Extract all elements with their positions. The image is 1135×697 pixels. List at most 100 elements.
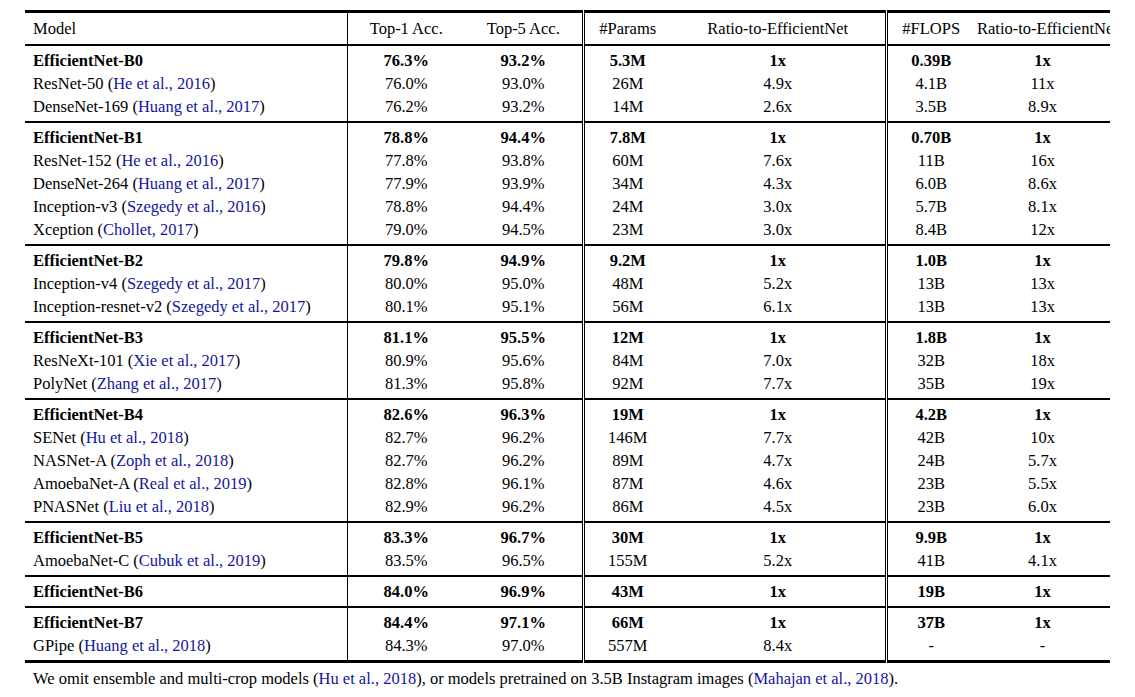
model-name-text: GPipe ( <box>33 636 84 655</box>
params-ratio-cell: 1x <box>671 522 886 549</box>
table-row: Inception-resnet-v2 (Szegedy et al., 201… <box>25 295 1110 322</box>
citation-link[interactable]: Mahajan et al., 2018 <box>753 669 888 688</box>
params-ratio-cell: 1x <box>671 122 886 149</box>
params-cell: 66M <box>583 607 671 634</box>
model-cell: ResNet-50 (He et al., 2016) <box>25 72 347 95</box>
citation-link[interactable]: Szegedy et al., 2017 <box>172 297 305 316</box>
model-cell: PolyNet (Zhang et al., 2017) <box>25 372 347 399</box>
model-cell: ResNet-152 (He et al., 2016) <box>25 149 347 172</box>
model-cell: EfficientNet-B2 <box>25 245 347 272</box>
params-cell: 60M <box>583 149 671 172</box>
citation-link[interactable]: Huang et al., 2017 <box>138 174 259 193</box>
model-name-text: ) <box>259 97 265 116</box>
citation-link[interactable]: Zhang et al., 2017 <box>97 374 217 393</box>
model-cell: Inception-resnet-v2 (Szegedy et al., 201… <box>25 295 347 322</box>
model-cell: PNASNet (Liu et al., 2018) <box>25 495 347 522</box>
model-name-text: Xception ( <box>33 220 103 239</box>
table-row: GPipe (Huang et al., 2018)84.3%97.0%557M… <box>25 634 1110 662</box>
model-name-text: PNASNet ( <box>33 497 109 516</box>
params-ratio-cell: 1x <box>671 322 886 349</box>
top1-acc-cell: 82.8% <box>347 472 465 495</box>
top1-acc-cell: 80.0% <box>347 272 465 295</box>
top1-acc-cell: 84.4% <box>347 607 465 634</box>
model-name-text: ) <box>205 636 211 655</box>
model-name-text: ) <box>228 451 234 470</box>
top5-acc-cell: 96.1% <box>465 472 583 495</box>
top5-acc-cell: 93.2% <box>465 95 583 122</box>
flops-cell: 41B <box>886 549 975 576</box>
table-row: EfficientNet-B784.4%97.1%66M1x37B1x <box>25 607 1110 634</box>
model-name-text: ) <box>183 428 189 447</box>
flops-cell: 37B <box>886 607 975 634</box>
top1-acc-cell: 81.1% <box>347 322 465 349</box>
table-row: PolyNet (Zhang et al., 2017)81.3%95.8%92… <box>25 372 1110 399</box>
citation-link[interactable]: Chollet, 2017 <box>103 220 193 239</box>
citation-link[interactable]: He et al., 2016 <box>121 151 218 170</box>
citation-link[interactable]: Huang et al., 2017 <box>138 97 259 116</box>
table-row: EfficientNet-B178.8%94.4%7.8M1x0.70B1x <box>25 122 1110 149</box>
flops-cell: 0.39B <box>886 45 975 72</box>
model-name-text: DenseNet-264 ( <box>33 174 138 193</box>
citation-link[interactable]: Cubuk et al., 2019 <box>139 551 260 570</box>
model-name-text: ResNet-152 ( <box>33 151 121 170</box>
flops-ratio-cell: 16x <box>975 149 1110 172</box>
model-cell: EfficientNet-B7 <box>25 607 347 634</box>
top1-acc-cell: 83.5% <box>347 549 465 576</box>
params-ratio-cell: 4.9x <box>671 72 886 95</box>
table-row: PNASNet (Liu et al., 2018)82.9%96.2%86M4… <box>25 495 1110 522</box>
model-name-text: ) <box>218 151 224 170</box>
flops-ratio-cell: 4.1x <box>975 549 1110 576</box>
model-name-text: PolyNet ( <box>33 374 97 393</box>
params-cell: 23M <box>583 218 671 245</box>
citation-link[interactable]: Hu et al., 2018 <box>86 428 184 447</box>
flops-cell: - <box>886 634 975 662</box>
model-name-text: ResNet-50 ( <box>33 74 113 93</box>
model-cell: EfficientNet-B4 <box>25 399 347 426</box>
params-ratio-cell: 7.0x <box>671 349 886 372</box>
citation-link[interactable]: Zoph et al., 2018 <box>116 451 228 470</box>
flops-cell: 42B <box>886 426 975 449</box>
header-row: Model Top-1 Acc. Top-5 Acc. #Params Rati… <box>25 12 1110 46</box>
top5-acc-cell: 95.6% <box>465 349 583 372</box>
params-cell: 92M <box>583 372 671 399</box>
citation-link[interactable]: Szegedy et al., 2016 <box>127 197 260 216</box>
model-name-text: ) <box>305 297 311 316</box>
flops-ratio-cell: 5.5x <box>975 472 1110 495</box>
params-ratio-cell: 8.4x <box>671 634 886 662</box>
model-name-text: ) <box>209 497 215 516</box>
citation-link[interactable]: Xie et al., 2017 <box>133 351 234 370</box>
top1-acc-cell: 77.8% <box>347 149 465 172</box>
flops-ratio-cell: - <box>975 634 1110 662</box>
params-cell: 557M <box>583 634 671 662</box>
citation-link[interactable]: Szegedy et al., 2017 <box>127 274 260 293</box>
top5-acc-cell: 96.7% <box>465 522 583 549</box>
flops-cell: 32B <box>886 349 975 372</box>
flops-ratio-cell: 5.7x <box>975 449 1110 472</box>
model-name-text: ResNeXt-101 ( <box>33 351 133 370</box>
model-name-text: ) <box>210 74 216 93</box>
flops-cell: 23B <box>886 472 975 495</box>
column-header-params: #Params <box>583 12 671 46</box>
model-cell: EfficientNet-B1 <box>25 122 347 149</box>
citation-link[interactable]: Hu et al., 2018 <box>319 669 417 688</box>
citation-link[interactable]: Liu et al., 2018 <box>109 497 209 516</box>
params-cell: 30M <box>583 522 671 549</box>
table-row: EfficientNet-B076.3%93.2%5.3M1x0.39B1x <box>25 45 1110 72</box>
citation-link[interactable]: Huang et al., 2018 <box>84 636 205 655</box>
flops-ratio-cell: 1x <box>975 607 1110 634</box>
flops-cell: 5.7B <box>886 195 975 218</box>
table-row: SENet (Hu et al., 2018)82.7%96.2%146M7.7… <box>25 426 1110 449</box>
citation-link[interactable]: Real et al., 2019 <box>139 474 247 493</box>
citation-link[interactable]: He et al., 2016 <box>113 74 210 93</box>
top5-acc-cell: 96.2% <box>465 495 583 522</box>
model-name-text: ) <box>260 197 266 216</box>
flops-cell: 4.1B <box>886 72 975 95</box>
flops-cell: 13B <box>886 295 975 322</box>
model-name-text: ) <box>247 474 253 493</box>
table-row: DenseNet-169 (Huang et al., 2017)76.2%93… <box>25 95 1110 122</box>
top1-acc-cell: 81.3% <box>347 372 465 399</box>
column-header-top1-acc: Top-1 Acc. <box>347 12 465 46</box>
top5-acc-cell: 95.1% <box>465 295 583 322</box>
flops-cell: 8.4B <box>886 218 975 245</box>
flops-cell: 6.0B <box>886 172 975 195</box>
